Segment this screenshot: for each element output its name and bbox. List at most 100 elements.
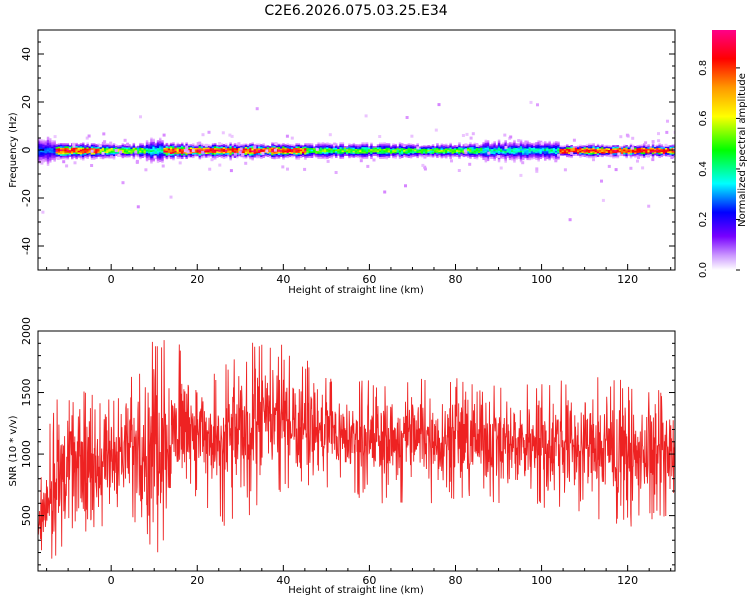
spectrogram-cell — [145, 143, 149, 146]
spectrogram-cell — [293, 151, 296, 154]
spectrogram-cell — [638, 152, 642, 155]
spectrogram-cell — [101, 147, 105, 150]
spectrogram-cell — [46, 143, 50, 145]
spectrogram-cell — [302, 145, 305, 148]
spectrogram-cell — [645, 146, 648, 149]
spectrogram-cell — [563, 153, 567, 156]
spectrogram-cell — [579, 147, 582, 150]
spectrogram-cell — [475, 155, 479, 158]
spectrogram-cell — [225, 154, 228, 157]
spectrogram-cell — [607, 151, 611, 154]
spectrogram-cell — [475, 149, 479, 152]
spectrogram-cell — [163, 151, 166, 153]
spectrogram-cell — [99, 156, 103, 159]
spectrogram-cell — [286, 145, 290, 147]
spectrogram-cell — [295, 144, 298, 147]
spectrogram-cell — [295, 152, 298, 155]
spectrogram-cell — [440, 143, 444, 146]
spectrogram-cell — [557, 156, 560, 158]
spectrogram-cell — [192, 153, 195, 155]
spectrogram-cell — [449, 146, 452, 148]
spectrogram-cell — [614, 156, 617, 159]
spectrogram-cell — [337, 145, 340, 148]
spectrogram-cell — [546, 146, 549, 148]
spectrogram-cell — [167, 145, 171, 148]
spectrogram-cell — [176, 152, 180, 155]
spectrogram-cell — [634, 146, 637, 148]
spectrogram-cell — [645, 148, 648, 151]
spectrogram-cell — [528, 147, 532, 149]
spectrogram-cell — [200, 143, 204, 146]
spectrogram-cell — [502, 142, 505, 145]
spectrogram-speckle — [465, 132, 469, 136]
spectrogram-cell — [161, 148, 164, 150]
spectrogram-cell — [442, 149, 446, 152]
spectrogram-cell — [504, 148, 507, 150]
spectrogram-cell — [203, 146, 206, 148]
spectrogram-cell — [506, 149, 510, 152]
spectrogram-cell — [658, 151, 661, 154]
spectrogram-cell — [588, 146, 591, 149]
spectrogram-speckle — [186, 150, 190, 154]
spectrogram-cell — [651, 151, 655, 153]
spectrogram-cell — [286, 143, 290, 146]
spectrogram-cell — [500, 155, 503, 157]
spectrogram-cell — [456, 155, 459, 157]
spectrogram-cell — [77, 152, 81, 155]
spectrogram-cell — [269, 146, 272, 149]
spectrogram-speckle — [286, 167, 289, 171]
spectrogram-cell — [60, 151, 63, 153]
spectrogram-cell — [350, 152, 353, 155]
spectrogram-cell — [401, 148, 404, 150]
spectrogram-cell — [203, 144, 206, 147]
spectrogram-cell — [152, 141, 155, 144]
spectrogram-cell — [612, 150, 615, 152]
spectrogram-cell — [517, 155, 521, 158]
spectrogram-cell — [117, 147, 120, 149]
spectrogram-cell — [592, 152, 595, 155]
spectrogram-cell — [343, 149, 347, 152]
spectrogram-cell — [53, 140, 56, 143]
spectrogram-cell — [112, 154, 116, 157]
spectrogram-cell — [414, 154, 417, 157]
spectrogram-cell — [214, 146, 217, 149]
spectrogram-speckle — [364, 114, 368, 118]
spectrogram-cell — [222, 152, 226, 154]
spectrogram-cell — [172, 145, 175, 148]
spectrogram-cell — [581, 145, 584, 147]
spectrogram-cell — [71, 147, 74, 150]
spectrogram-cell — [392, 154, 395, 157]
spectrogram-cell — [473, 147, 477, 150]
spectrogram-cell — [596, 145, 600, 148]
spectrogram-cell — [379, 153, 382, 156]
spectrogram-cell — [99, 155, 103, 158]
spectrogram-cell — [185, 156, 188, 159]
spectrogram-cell — [623, 146, 626, 149]
spectrogram-cell — [244, 143, 248, 146]
spectrogram-cell — [66, 157, 70, 160]
spectrogram-speckle — [139, 115, 142, 119]
spectrogram-cell — [528, 148, 532, 151]
spectrogram-cell — [555, 154, 558, 156]
spectrogram-cell — [561, 148, 565, 151]
spectrogram-speckle — [274, 142, 278, 145]
spectrogram-cell — [627, 145, 631, 148]
spectrogram-cell — [493, 152, 496, 155]
spectrogram-cell — [654, 151, 657, 154]
spectrogram-cell — [634, 150, 637, 153]
spectrogram-cell — [502, 148, 505, 151]
spectrogram-cell — [603, 151, 606, 154]
spectrogram-cell — [214, 148, 217, 150]
spectrogram-cell — [442, 144, 446, 147]
spectrogram-cell — [288, 144, 292, 146]
spectrogram-cell — [420, 145, 424, 148]
spectrogram-cell — [141, 152, 144, 155]
spectrogram-cell — [548, 142, 551, 145]
spectrogram-cell — [159, 140, 162, 143]
spectrogram-cell — [141, 154, 144, 157]
spectrogram-cell — [249, 143, 252, 145]
spectrogram-speckle — [484, 157, 488, 161]
spectrogram-cell — [548, 158, 551, 161]
spectrogram-cell — [167, 154, 171, 157]
